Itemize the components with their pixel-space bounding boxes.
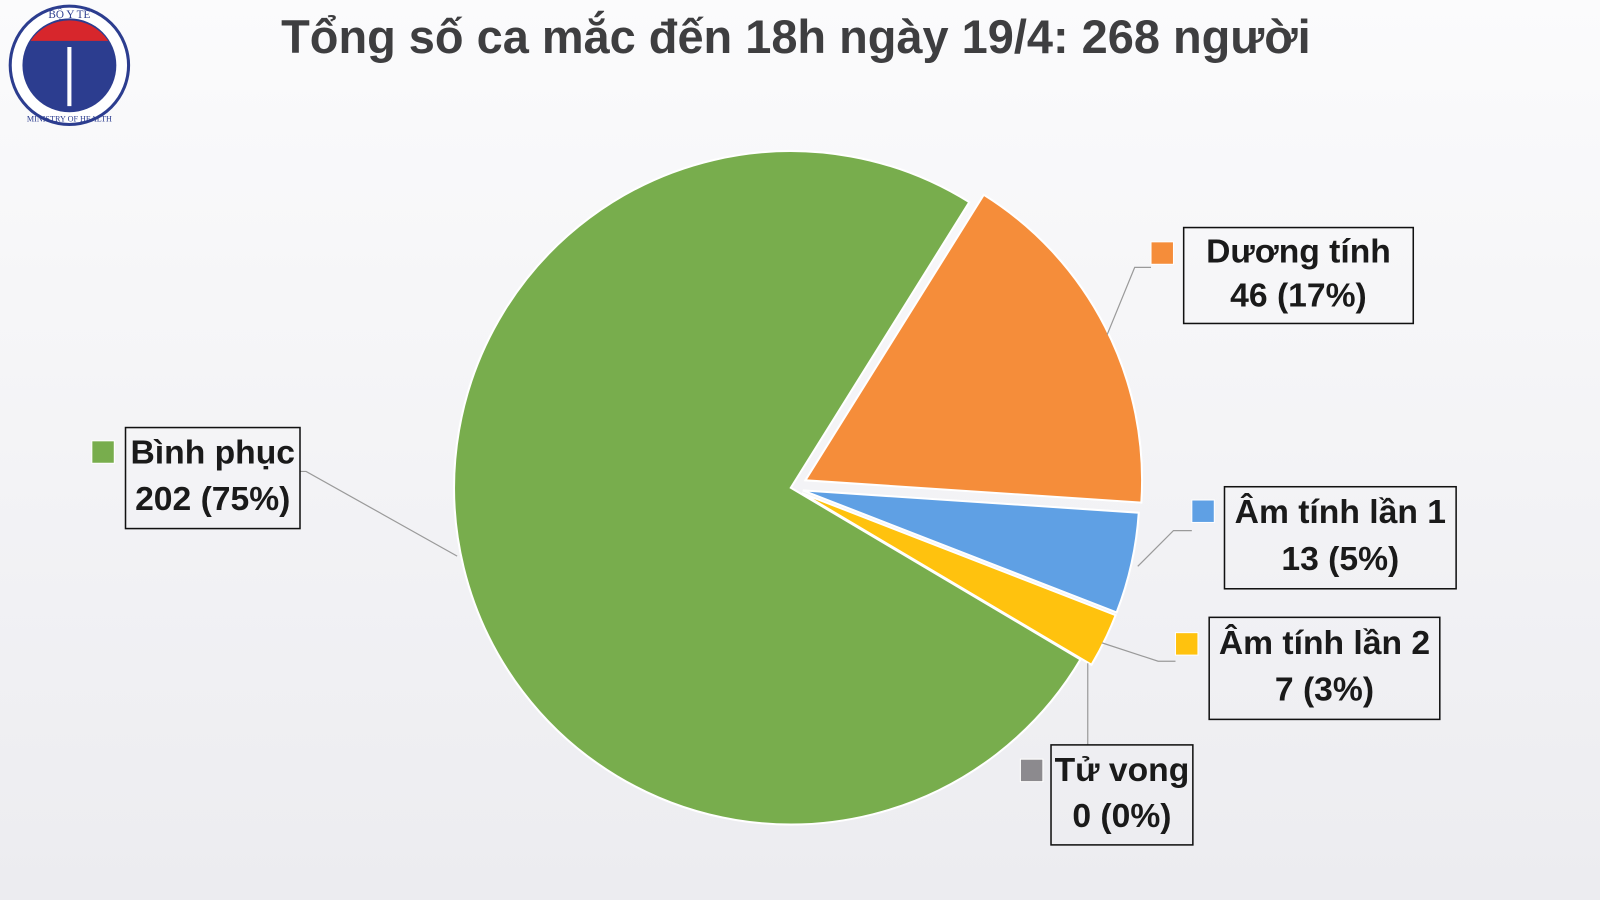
slice-label: Âm tính lần 2: [1219, 624, 1430, 662]
slice-value-label: 202 (75%): [135, 481, 290, 518]
logo-top-text: BỘ Y TẾ: [48, 8, 90, 21]
slice-label: Bình phục: [130, 435, 295, 472]
legend-swatch: [1019, 758, 1044, 783]
label-box: [1223, 485, 1457, 590]
label-box: [1182, 226, 1415, 325]
slice-label: Dương tính: [1206, 233, 1391, 270]
legend-swatch: [1175, 632, 1199, 656]
leader-line: [1137, 530, 1192, 567]
label-box: [1208, 616, 1441, 721]
pie-slice: [453, 150, 1082, 826]
legend-swatch: [91, 440, 115, 464]
chart-title: Tổng số ca mắc đến 18h ngày 19/4: 268 ng…: [281, 11, 1311, 63]
slice-value-label: 46 (17%): [1230, 277, 1367, 314]
logo-bottom-text: MINISTRY OF HEALTH: [27, 114, 112, 123]
leader-line: [300, 470, 458, 557]
leader-line: [1101, 642, 1176, 662]
logo: BỘ Y TẾ MINISTRY OF HEALTH: [8, 4, 131, 127]
label-box: [1050, 744, 1194, 846]
leader-line: [1106, 266, 1152, 335]
slice-value-label: 13 (5%): [1281, 541, 1399, 578]
slice-value-label: 7 (3%): [1275, 672, 1374, 709]
label-box: [124, 426, 301, 530]
pie-slice: [802, 489, 1140, 614]
pie-slice: [801, 492, 1117, 667]
slice-value-label: 0 (0%): [1072, 798, 1171, 835]
slice-label: Âm tính lần 1: [1235, 493, 1446, 531]
logo-band: [30, 20, 109, 41]
pie-slice: [803, 193, 1144, 504]
legend-swatch: [1150, 241, 1174, 265]
legend-swatch: [1191, 499, 1215, 523]
slice-label: Tử vong: [1055, 752, 1190, 789]
